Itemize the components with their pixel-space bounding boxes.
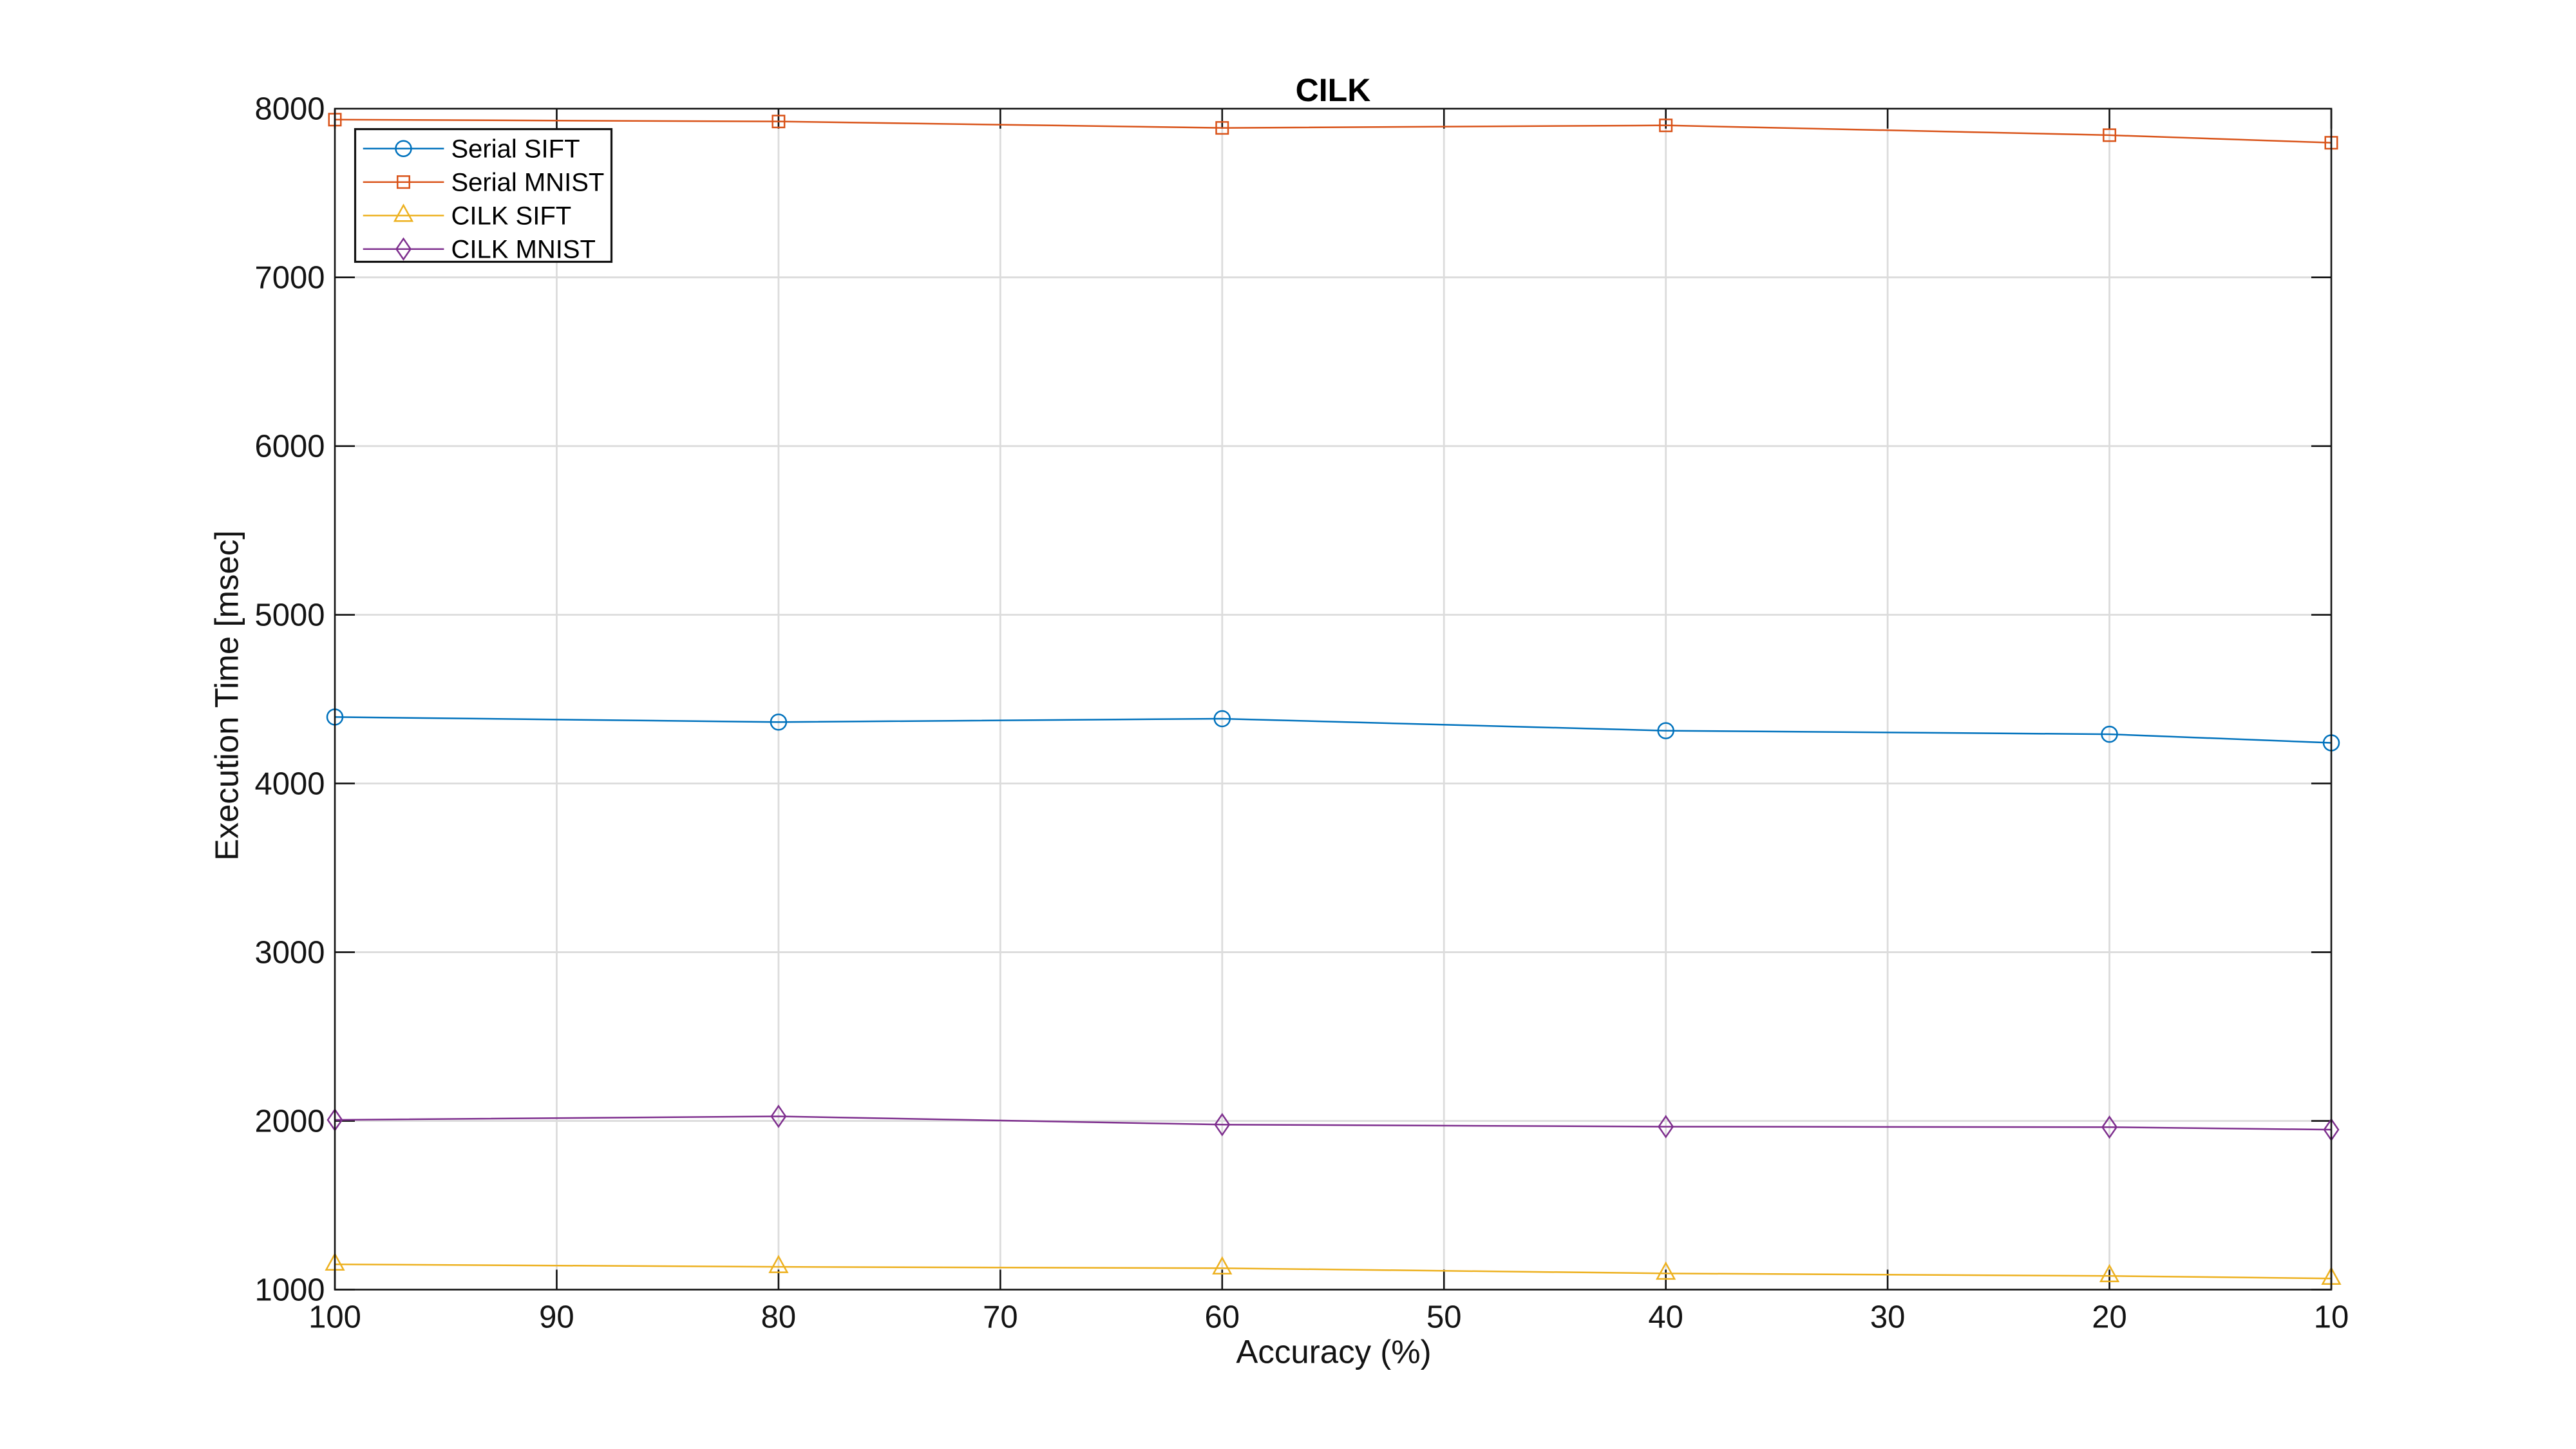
svg-text:4000: 4000 xyxy=(254,767,325,802)
svg-text:Accuracy (%): Accuracy (%) xyxy=(1236,1333,1431,1370)
svg-text:90: 90 xyxy=(539,1300,574,1335)
svg-text:20: 20 xyxy=(2092,1300,2127,1335)
svg-text:6000: 6000 xyxy=(254,430,325,464)
svg-text:40: 40 xyxy=(1648,1300,1683,1335)
svg-text:Serial MNIST: Serial MNIST xyxy=(451,169,605,197)
svg-text:CILK: CILK xyxy=(1296,72,1371,108)
svg-text:80: 80 xyxy=(761,1300,797,1335)
svg-text:2000: 2000 xyxy=(254,1104,325,1139)
svg-text:50: 50 xyxy=(1426,1300,1462,1335)
svg-text:5000: 5000 xyxy=(254,598,325,633)
svg-text:1000: 1000 xyxy=(254,1273,325,1307)
svg-text:100: 100 xyxy=(308,1300,361,1335)
svg-text:3000: 3000 xyxy=(254,935,325,970)
svg-text:8000: 8000 xyxy=(254,92,325,127)
svg-text:10: 10 xyxy=(2314,1300,2349,1335)
svg-text:60: 60 xyxy=(1205,1300,1240,1335)
svg-text:Serial SIFT: Serial SIFT xyxy=(451,135,580,164)
svg-text:70: 70 xyxy=(983,1300,1018,1335)
svg-text:7000: 7000 xyxy=(254,261,325,296)
svg-text:CILK SIFT: CILK SIFT xyxy=(451,202,572,231)
svg-text:Execution Time [msec]: Execution Time [msec] xyxy=(209,530,245,860)
svg-text:30: 30 xyxy=(1870,1300,1906,1335)
svg-text:CILK MNIST: CILK MNIST xyxy=(451,236,596,264)
